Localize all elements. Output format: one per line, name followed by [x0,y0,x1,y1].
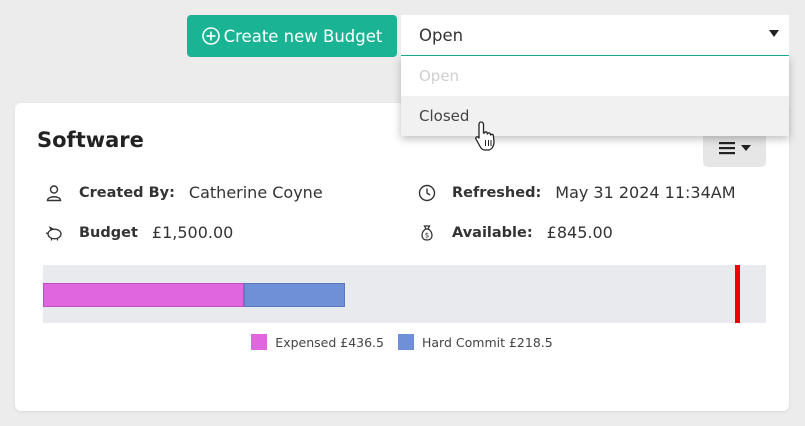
legend-swatch [398,334,414,350]
legend-swatch [251,334,268,350]
budget-card: Software Created By: Catherine Coyne Ref… [15,103,789,411]
caret-down-icon [740,145,751,151]
piggy-bank-icon [45,224,63,242]
legend-item: Expensed £436.5 [251,334,384,350]
bar-segment-hard-commit [244,283,346,307]
available-value: £845.00 [546,223,613,242]
budget-label: Budget [79,224,138,241]
budget-progress-chart [43,265,766,323]
plus-circle-icon [201,27,220,45]
budget-value: £1,500.00 [151,223,234,242]
legend-label: Expensed £436.5 [275,334,384,350]
created-by-label: Created By: [79,184,175,201]
created-by-row: Created By: Catherine Coyne [45,183,323,202]
clock-icon [418,184,436,202]
hand-cursor-icon [475,121,495,151]
legend-label: Hard Commit £218.5 [422,334,553,350]
hamburger-icon [718,142,735,155]
money-bag-icon: $ [418,224,436,242]
status-select[interactable]: Open [401,15,789,57]
refreshed-value: May 31 2024 11:34AM [555,183,736,202]
status-select-value: Open [419,25,464,45]
chart-legend: Expensed £436.5 Hard Commit £218.5 [15,334,789,350]
caret-down-icon [769,30,779,37]
status-option-open: Open [419,67,460,85]
legend-item: Hard Commit £218.5 [398,334,553,350]
status-dropdown-menu: Open Closed [401,56,789,136]
budget-row: Budget £1,500.00 [45,223,233,242]
budget-limit-line [735,265,740,323]
available-label: Available: [452,224,533,241]
created-by-value: Catherine Coyne [188,183,323,202]
create-button-label: Create new Budget [223,26,383,46]
status-option-closed[interactable]: Closed [401,96,789,136]
user-icon [45,184,63,202]
budget-title: Software [37,128,144,152]
refreshed-label: Refreshed: [452,184,542,201]
refreshed-row: Refreshed: May 31 2024 11:34AM [418,183,736,202]
available-row: $ Available: £845.00 [418,223,613,242]
svg-text:$: $ [425,231,429,239]
create-new-budget-button[interactable]: Create new Budget [187,15,397,57]
bar-segment-expensed [43,283,245,307]
